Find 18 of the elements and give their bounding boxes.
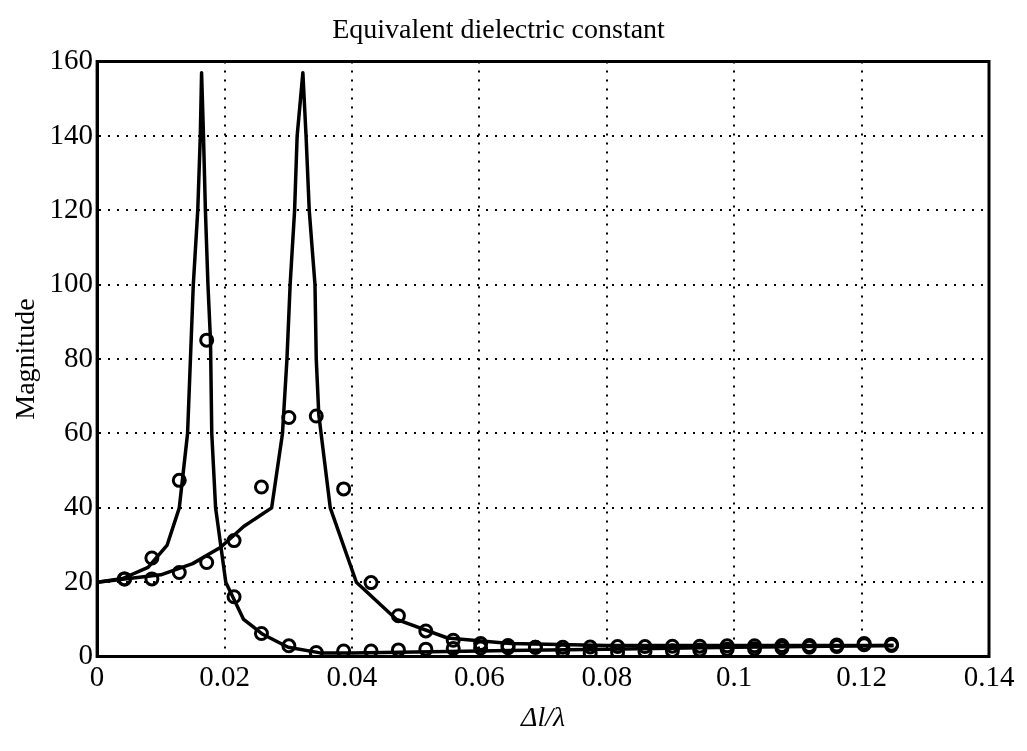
x-tick-label: 0.04 (326, 659, 378, 692)
chart-title: Equivalent dielectric constant (332, 13, 666, 45)
y-axis-title: Magnitude (9, 298, 41, 420)
y-tick-label: 80 (64, 340, 94, 373)
y-tick-label: 40 (64, 489, 94, 522)
x-tick-label: 0.06 (453, 659, 505, 692)
y-tick-label: 120 (49, 191, 94, 224)
x-tick-label: 0.12 (836, 659, 887, 692)
y-tick-label: 140 (49, 117, 94, 150)
y-tick-label: 100 (49, 266, 94, 299)
x-axis-title: Δl/λ (519, 700, 566, 732)
x-tick-label: 0.14 (963, 659, 1015, 692)
y-tick-label: 160 (49, 43, 94, 76)
x-tick-label: 0.08 (581, 659, 633, 692)
x-tick-label: 0.02 (199, 659, 250, 692)
x-tick-label: 0.1 (716, 659, 753, 692)
y-tick-label: 20 (64, 563, 94, 596)
y-tick-label: 60 (64, 415, 94, 448)
